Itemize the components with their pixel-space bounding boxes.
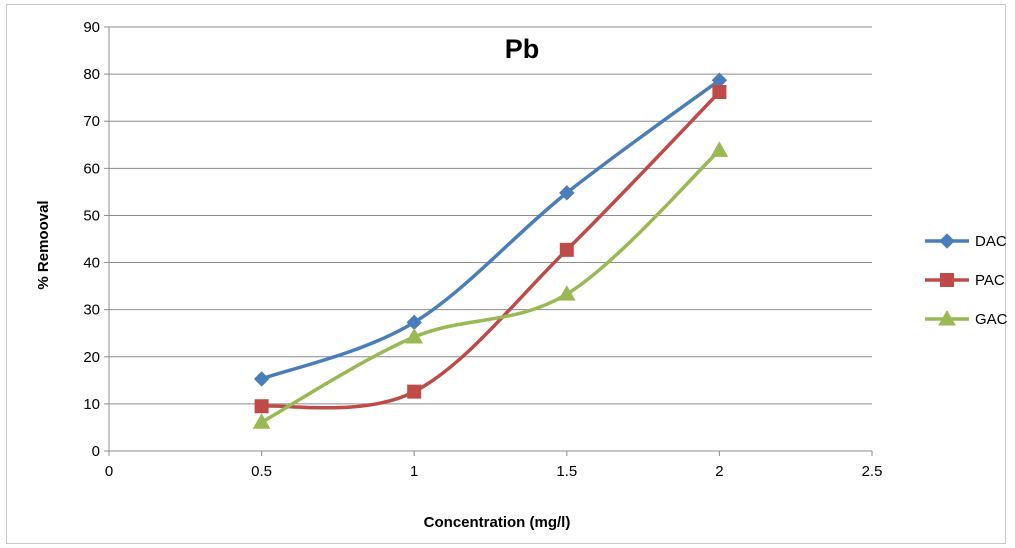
y-tick-label: 50 [83,207,100,224]
y-tick-label: 80 [83,66,100,83]
x-tick-label: 0 [105,463,113,480]
line-chart: 0 10 20 30 40 50 60 70 80 90 0 0.5 1 1.5 2 2.5 Pb Conce… [35,19,1007,531]
y-tick-label: 30 [83,302,100,319]
data-point-dac [559,185,575,201]
axis-layer: 0 10 20 30 40 50 60 70 80 90 0 0.5 1 1.5 2 2.5 [83,19,882,480]
data-point-gac [710,141,729,157]
x-tick-label: 0.5 [251,463,272,480]
legend-label-gac: GAC [975,311,1007,328]
data-point-pac [712,85,727,100]
series-line-gac [259,148,722,425]
chart-title: Pb [505,34,540,64]
legend-item-pac: PAC [925,272,1005,289]
series-layer [252,72,729,429]
y-tick-label: 10 [83,396,100,413]
x-axis-title: Concentration (mg/l) [424,514,571,531]
legend-marker-dac [939,233,955,249]
legend-marker-gac [938,309,956,326]
data-point-pac [254,399,269,414]
y-tick-label: 0 [92,443,100,460]
grid-layer [109,26,872,405]
legend-item-gac: GAC [925,309,1007,328]
legend: DAC PAC GAC [925,233,1007,328]
y-tick-label: 60 [83,160,100,177]
data-point-gac [557,285,576,301]
legend-item-dac: DAC [925,233,1007,250]
series-line-pac [259,90,722,410]
series-dac [253,72,728,387]
data-point-gac [405,327,424,344]
x-tick-label: 2.5 [862,463,883,480]
data-point-dac [253,371,270,387]
x-tick-label: 2 [715,463,723,480]
y-tick-label: 70 [83,113,100,130]
legend-label-pac: PAC [975,272,1005,289]
data-point-pac [407,384,422,399]
x-tick-label: 1 [410,463,418,480]
series-gac [252,141,729,429]
series-line-dac [259,78,722,381]
chart-frame: 0 10 20 30 40 50 60 70 80 90 0 0.5 1 1.5 2 2.5 Pb Conce… [6,4,1007,544]
x-tick-label: 1.5 [556,463,577,480]
data-point-pac [559,242,574,257]
series-pac [254,85,727,414]
legend-label-dac: DAC [975,233,1007,250]
y-tick-label: 90 [83,19,100,36]
y-axis-title: % Remooval [35,200,52,289]
legend-marker-pac [940,273,954,287]
data-point-gac [252,413,271,429]
y-tick-label: 20 [83,349,100,366]
y-tick-label: 40 [83,255,100,272]
